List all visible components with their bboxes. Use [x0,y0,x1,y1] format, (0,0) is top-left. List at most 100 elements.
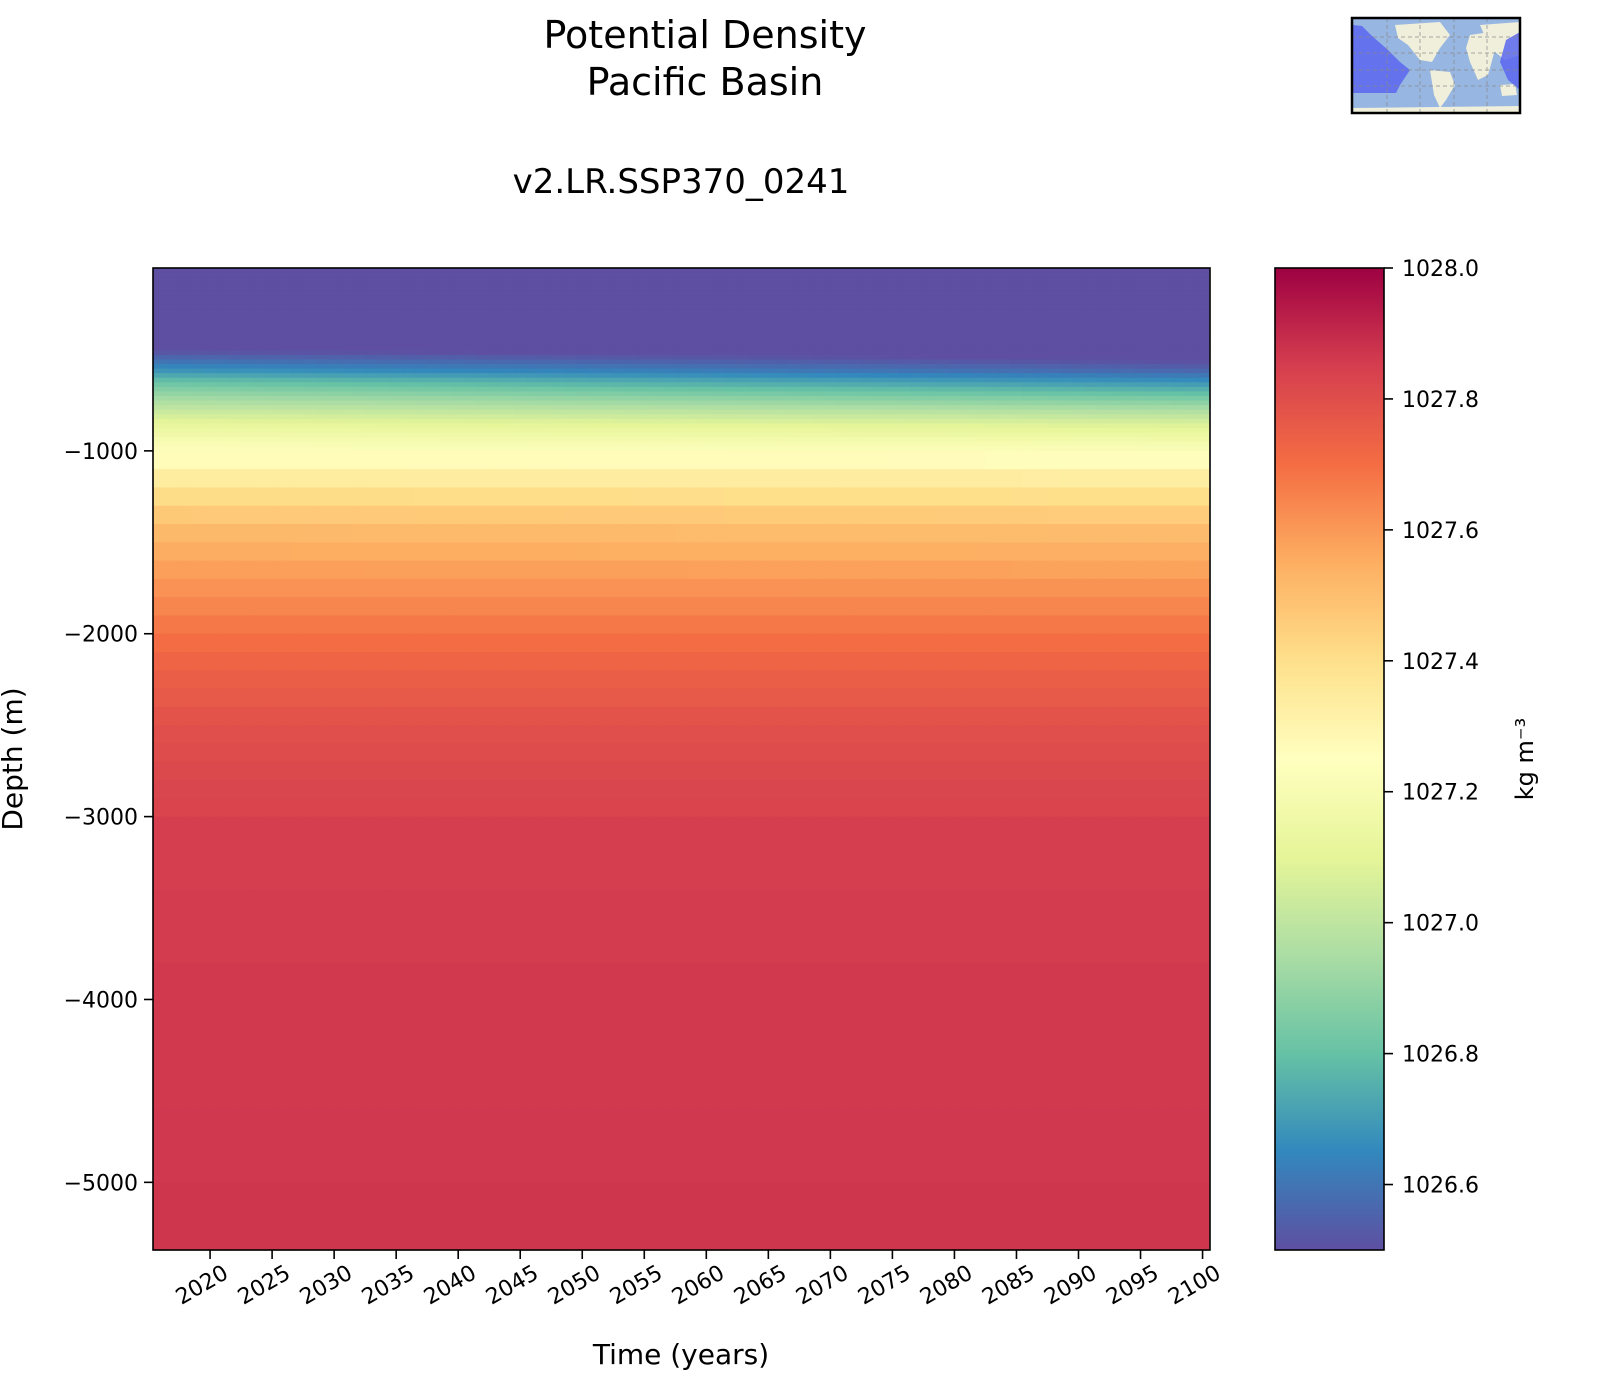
heatmap-cell [762,450,776,470]
heatmap-cell [662,377,676,383]
heatmap-cell [724,652,738,671]
heatmap-cell [811,432,825,438]
heatmap-cell [278,377,292,383]
heatmap-cell [451,364,465,370]
heatmap-cell [985,272,999,278]
heatmap-cell [700,322,714,329]
heatmap-cell [1047,332,1061,338]
heatmap-cell [1022,414,1036,420]
heatmap-cell [861,469,875,489]
heatmap-cell [489,418,503,425]
heatmap-cell [576,345,590,351]
heatmap-cell [935,336,949,342]
heatmap-cell [563,354,577,361]
heatmap-cell [216,780,230,799]
heatmap-cell [464,386,478,393]
heatmap-cell [563,542,577,562]
heatmap-cell [402,418,416,425]
heatmap-cell [898,725,912,745]
heatmap-cell [799,542,813,562]
heatmap-cell [600,597,614,617]
heatmap-cell [154,396,168,402]
heatmap-cell [1022,277,1036,283]
heatmap-cell [1035,396,1049,402]
heatmap-cell [154,382,168,388]
heatmap-cell [439,441,453,447]
heatmap-cell [997,432,1011,438]
heatmap-cell [1059,597,1073,617]
heatmap-cell [749,290,763,297]
heatmap-cell [340,706,354,726]
heatmap-cell [563,382,577,388]
heatmap-cell [861,428,875,434]
heatmap-cell [923,322,937,329]
heatmap-cell [154,487,168,507]
heatmap-cell [613,1182,627,1251]
heatmap-cell [253,304,267,310]
heatmap-cell [774,322,788,329]
heatmap-cell [873,560,887,580]
heatmap-cell [278,743,292,763]
heatmap-cell [1010,418,1024,425]
heatmap-cell [414,382,428,388]
heatmap-cell [861,354,875,361]
heatmap-cell [538,962,552,1037]
heatmap-cell [923,505,937,525]
heatmap-cell [365,364,379,370]
heatmap-cell [427,373,441,379]
heatmap-cell [1059,432,1073,438]
heatmap-cell [203,423,217,429]
heatmap-cell [1022,377,1036,383]
heatmap-cell [774,816,788,891]
heatmap-cell [228,670,242,690]
heatmap-cell [303,524,317,543]
heatmap-cell [340,295,354,301]
heatmap-cell [898,761,912,781]
heatmap-cell [1059,670,1073,690]
heatmap-cell [1072,414,1086,420]
heatmap-cell [985,446,999,452]
heatmap-cell [638,432,652,438]
heatmap-cell [489,359,503,365]
heatmap-cell [166,725,180,745]
heatmap-cell [898,309,912,315]
heatmap-cell [973,706,987,726]
heatmap-cell [650,432,664,438]
heatmap-cell [526,780,540,799]
heatmap-cell [600,423,614,429]
heatmap-cell [973,816,987,891]
heatmap-cell [1035,377,1049,383]
heatmap-cell [303,414,317,420]
heatmap-cell [662,373,676,379]
heatmap-cell [948,386,962,393]
heatmap-cell [489,432,503,438]
heatmap-cell [873,889,887,964]
heatmap-cell [749,327,763,333]
heatmap-cell [476,373,490,379]
heatmap-cell [675,446,689,452]
heatmap-cell [439,409,453,415]
heatmap-cell [848,450,862,470]
heatmap-cell [712,725,726,745]
heatmap-cell [650,706,664,726]
heatmap-cell [700,414,714,420]
heatmap-cell [886,437,900,443]
heatmap-cell [786,341,800,347]
heatmap-cell [303,688,317,708]
heatmap-cell [303,364,317,370]
heatmap-cell [451,1109,465,1183]
heatmap-cell [290,597,304,617]
heatmap-cell [762,341,776,347]
heatmap-cell [737,300,751,306]
heatmap-cell [600,432,614,438]
heatmap-cell [935,405,949,411]
heatmap-cell [451,446,465,452]
heatmap-cell [1022,432,1036,438]
heatmap-cell [625,432,639,438]
heatmap-cell [836,670,850,690]
heatmap-cell [551,725,565,745]
heatmap-cell [538,423,552,429]
heatmap-cell [675,505,689,525]
heatmap-cell [638,761,652,781]
heatmap-cell [985,1109,999,1183]
